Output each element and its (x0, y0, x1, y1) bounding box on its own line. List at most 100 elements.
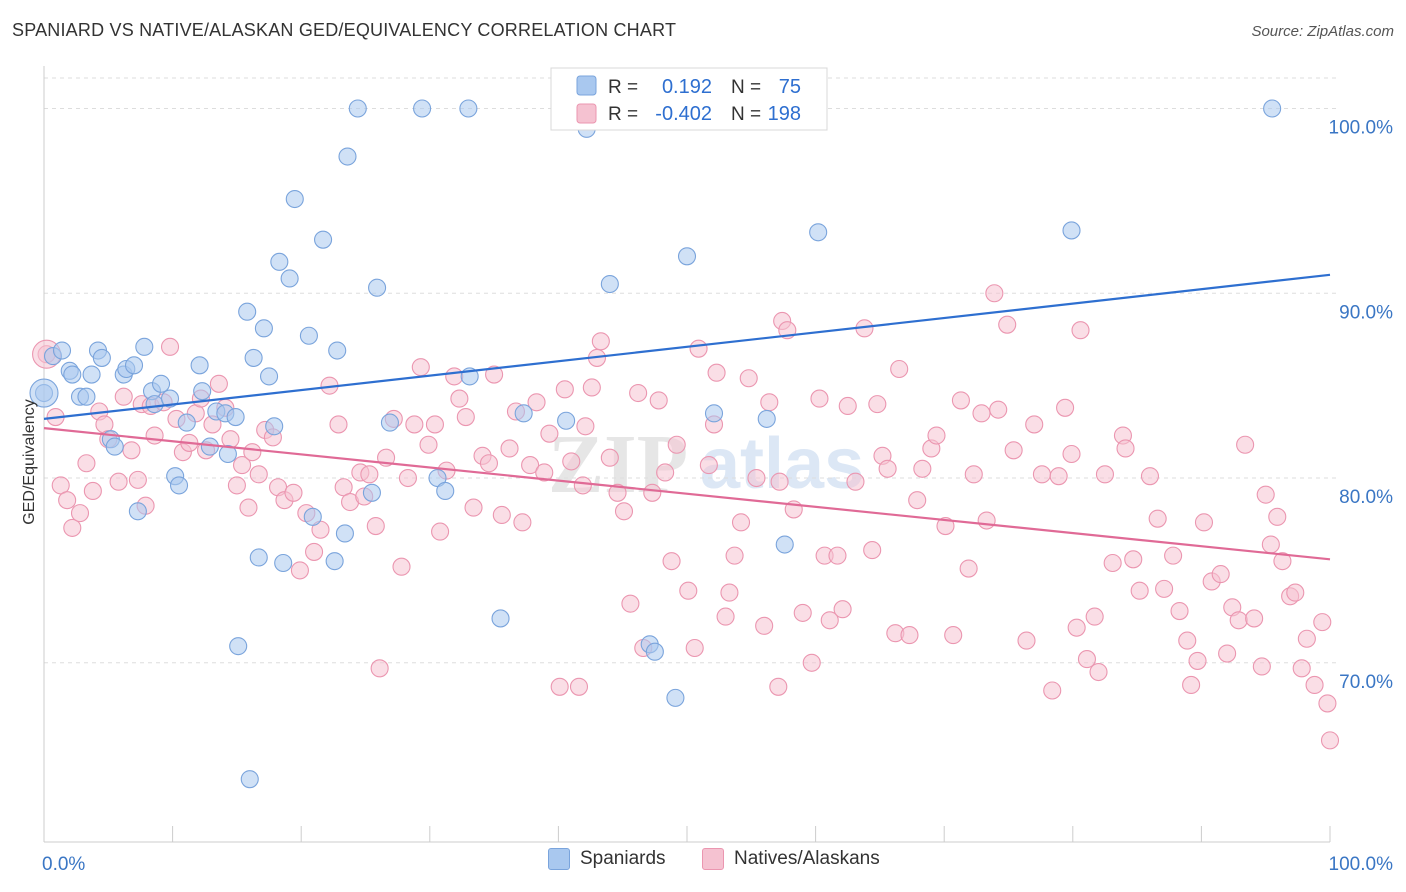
natives-alaskans-trend-line (43, 427, 1331, 561)
scatter-point (479, 454, 499, 473)
scatter-point (190, 356, 209, 375)
scatter-point (540, 424, 559, 443)
scatter-point (63, 518, 82, 537)
scatter-point (1148, 509, 1167, 528)
scatter-point (809, 223, 828, 242)
watermark-atlas: atlas (700, 424, 864, 504)
scatter-point (1170, 601, 1189, 621)
scatter-point (328, 341, 347, 360)
scatter-point (218, 444, 237, 464)
scatter-point (303, 507, 322, 526)
scatter-point (459, 99, 478, 118)
legend-r-label-2: R = (608, 104, 638, 125)
scatter-point (1155, 579, 1174, 598)
scatter-point (1062, 444, 1081, 464)
scatter-point (380, 413, 399, 432)
scatter-point (959, 559, 978, 578)
scatter-point (828, 546, 847, 565)
scatter-point (145, 395, 164, 414)
scatter-point (1089, 662, 1108, 682)
legend-item-natives-alaskans[interactable]: Natives/Alaskans (702, 848, 880, 870)
scatter-point (265, 417, 284, 436)
scatter-point (83, 481, 102, 501)
scatter-point (419, 435, 438, 454)
scatter-point (285, 189, 304, 209)
scatter-point (1292, 659, 1311, 678)
scatter-point (1229, 611, 1248, 630)
scatter-point (685, 638, 704, 658)
scatter-point (1043, 681, 1062, 700)
scatter-point (1056, 398, 1075, 417)
scatter-point (122, 441, 141, 460)
scatter-point (662, 552, 681, 571)
scatter-point (645, 642, 664, 661)
scatter-point (951, 391, 970, 410)
scatter-point (679, 581, 698, 600)
scatter-point (629, 383, 648, 403)
source-label: Source: ZipAtlas.com (1251, 23, 1394, 40)
scatter-point (335, 524, 354, 543)
scatter-point (569, 677, 589, 696)
legend-swatch-blue (576, 75, 597, 96)
scatter-point (238, 302, 257, 321)
scatter-point (775, 535, 794, 554)
scatter-point (456, 407, 475, 427)
scatter-point (1188, 651, 1207, 670)
scatter-point (1268, 507, 1287, 526)
scatter-point (338, 147, 357, 166)
scatter-point (731, 513, 751, 532)
scatter-point (392, 557, 411, 576)
scatter-point (1273, 552, 1292, 571)
scatter-point (259, 367, 279, 386)
legend-item-spaniards[interactable]: Spaniards (548, 848, 666, 870)
scatter-point (802, 653, 821, 672)
scatter-point (362, 483, 381, 502)
scatter-point (169, 476, 189, 495)
scatter-point (1085, 607, 1104, 626)
spaniards-trend-line (43, 273, 1331, 420)
scatter-point (63, 365, 82, 384)
scatter-point (1218, 644, 1237, 663)
scatter-point (656, 463, 675, 482)
scatter-point (284, 483, 303, 502)
scatter-point (464, 498, 483, 517)
scatter-point (562, 452, 581, 471)
scatter-point (513, 513, 532, 532)
legend-n-value-2: 198 (768, 103, 801, 125)
scatter-point (244, 348, 263, 367)
scatter-point (348, 99, 367, 118)
scatter-point (890, 359, 909, 379)
legend-label-spaniards: Spaniards (580, 848, 666, 869)
scatter-point (527, 393, 546, 412)
scatter-point (989, 400, 1008, 419)
scatter-point (699, 456, 718, 475)
scatter-point (274, 553, 293, 573)
scatter-point (325, 552, 344, 571)
scatter-point (1067, 618, 1086, 637)
scatter-point (760, 393, 779, 412)
scatter-point (1130, 581, 1149, 600)
scatter-point (868, 395, 887, 414)
scatter-point (243, 443, 262, 462)
scatter-point (1252, 657, 1271, 676)
scatter-point (576, 417, 595, 436)
scatter-point (557, 411, 576, 430)
x-tick-label-right: 100.0% (1329, 854, 1394, 875)
scatter-point (431, 522, 450, 541)
scatter-point (1194, 513, 1214, 532)
scatter-point (366, 517, 385, 536)
scatter-point (1062, 221, 1081, 240)
stats-legend: R = 0.192 N = 75 R = -0.402 N = 198 (550, 67, 828, 131)
scatter-point (810, 389, 829, 408)
scatter-point (305, 542, 324, 561)
scatter-point (927, 426, 946, 445)
legend-swatch-spaniards (548, 848, 570, 870)
scatter-point (908, 491, 927, 510)
scatter-point (667, 435, 686, 454)
scatter-point (1071, 321, 1090, 340)
scatter-point (666, 688, 685, 707)
scatter-point (913, 459, 932, 478)
scatter-point (413, 99, 432, 118)
scatter-point (643, 483, 662, 502)
